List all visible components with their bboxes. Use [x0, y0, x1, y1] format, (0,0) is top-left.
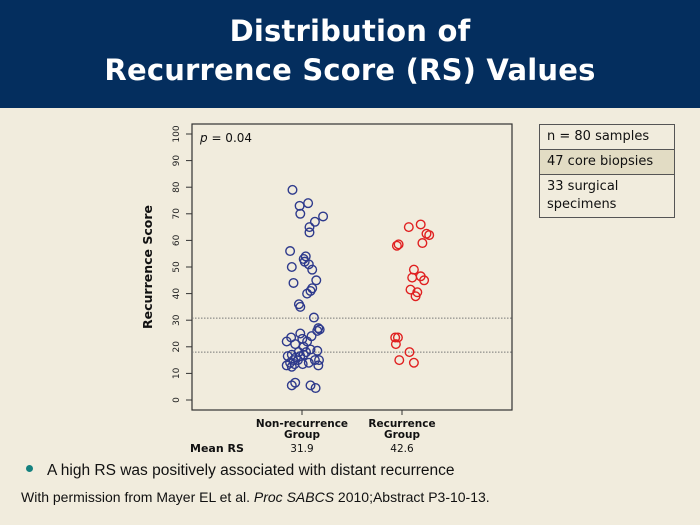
mean-rs-value: 31.9 — [290, 443, 313, 455]
mean-rs-value: 42.6 — [390, 443, 414, 455]
category-label: Group — [284, 429, 320, 441]
plot-frame — [191, 123, 513, 411]
non-recurrence-point — [287, 184, 298, 195]
non-recurrence-point — [302, 336, 313, 347]
non-recurrence-point — [298, 349, 309, 360]
non-recurrence-point — [294, 200, 305, 211]
non-recurrence-point — [290, 377, 301, 388]
info-row-total: n = 80 samples — [540, 125, 674, 150]
non-recurrence-point — [318, 211, 329, 222]
recurrence-point — [391, 240, 402, 251]
non-recurrence-point — [304, 227, 315, 238]
non-recurrence-point — [303, 198, 314, 209]
non-recurrence-point — [281, 360, 292, 371]
bullet-dot-icon — [26, 465, 33, 473]
y-tick-label: 20 — [172, 341, 182, 353]
non-recurrence-point — [303, 259, 314, 270]
data-points — [281, 184, 435, 394]
y-tick-label: 100 — [172, 125, 182, 142]
recurrence-point — [394, 355, 405, 366]
recurrence-point — [405, 284, 416, 295]
title-banner: Distribution of Recurrence Score (RS) Va… — [0, 0, 700, 108]
bullet-text: A high RS was positively associated with… — [47, 462, 455, 479]
non-recurrence-point — [309, 216, 320, 227]
y-tick-label: 60 — [172, 234, 182, 246]
non-recurrence-point — [307, 283, 318, 294]
recurrence-point — [407, 272, 418, 283]
recurrence-point — [390, 339, 401, 350]
recurrence-point — [424, 230, 435, 241]
source-credit: With permission from Mayer EL et al. Pro… — [21, 489, 490, 505]
y-tick-label: 90 — [172, 155, 182, 167]
y-tick-label: 10 — [172, 367, 182, 379]
recurrence-point — [403, 222, 414, 233]
p-value-annotation: p = 0.04 — [199, 131, 252, 145]
non-recurrence-point — [302, 288, 313, 299]
non-recurrence-point — [303, 357, 314, 368]
non-recurrence-point — [310, 383, 321, 394]
recurrence-point — [408, 357, 419, 368]
recurrence-point — [419, 275, 430, 286]
scatter-chart: 0 10 20 30 40 50 60 70 80 90 100 Recurrence Score p … — [140, 123, 513, 455]
chart-labels: 0 10 20 30 40 50 60 70 80 90 100 Recurrence Score p … — [140, 125, 436, 455]
mean-rs-label: Mean RS — [190, 442, 244, 455]
sample-info-box: n = 80 samples 47 core biopsies 33 surgi… — [539, 124, 675, 218]
non-recurrence-point — [312, 345, 323, 356]
info-row-surgical: 33 surgical specimens — [547, 179, 619, 212]
y-axis-label: Recurrence Score — [140, 205, 155, 329]
axes — [186, 123, 513, 415]
recurrence-point — [390, 332, 401, 343]
recurrence-point — [393, 239, 404, 250]
non-recurrence-point — [286, 261, 297, 272]
credit-prefix: With permission from Mayer EL et al. — [21, 489, 254, 505]
recurrence-point — [408, 264, 419, 275]
non-recurrence-point — [295, 328, 306, 339]
y-tick-label: 40 — [172, 288, 182, 300]
non-recurrence-point — [295, 208, 306, 219]
info-row-core-biopsies: 47 core biopsies — [540, 150, 674, 175]
recurrence-point — [410, 291, 421, 302]
category-label: Non-recurrence — [256, 418, 348, 430]
recurrence-point — [392, 332, 403, 343]
non-recurrence-point — [288, 277, 299, 288]
non-recurrence-point — [313, 360, 324, 371]
non-recurrence-point — [309, 355, 320, 366]
recurrence-point — [415, 219, 426, 230]
non-recurrence-point — [307, 264, 318, 275]
y-tick-label: 80 — [172, 181, 182, 193]
category-label: Group — [384, 429, 420, 441]
category-label: Recurrence — [368, 418, 435, 430]
non-recurrence-point — [311, 275, 322, 286]
non-recurrence-point — [312, 325, 323, 336]
y-tick-label: 70 — [172, 208, 182, 220]
y-tick-label: 30 — [172, 314, 182, 326]
y-tick-label: 50 — [172, 261, 182, 273]
non-recurrence-point — [285, 246, 296, 257]
non-recurrence-point — [305, 380, 316, 391]
non-recurrence-point — [304, 222, 315, 233]
y-tick-label: 0 — [172, 397, 182, 403]
non-recurrence-point — [295, 301, 306, 312]
title-line-2: Recurrence Score (RS) Values — [104, 53, 596, 87]
non-recurrence-point — [286, 361, 297, 372]
title-line-1: Distribution of — [229, 14, 471, 48]
non-recurrence-point — [297, 359, 308, 370]
credit-journal: Proc SABCS — [253, 489, 335, 505]
recurrence-point — [417, 238, 428, 249]
credit-suffix: 2010;Abstract P3-10-13. — [334, 489, 490, 505]
recurrence-point — [404, 347, 415, 358]
non-recurrence-point — [314, 324, 325, 335]
non-recurrence-point — [314, 355, 325, 366]
non-recurrence-point — [308, 312, 319, 323]
bullet-point: A high RS was positively associated with… — [26, 462, 455, 480]
